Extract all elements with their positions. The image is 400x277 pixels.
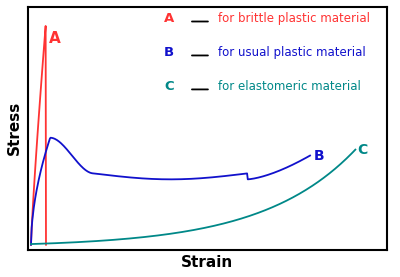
Text: B: B xyxy=(164,46,174,59)
Y-axis label: Stress: Stress xyxy=(7,101,22,155)
Text: A: A xyxy=(164,12,174,25)
X-axis label: Strain: Strain xyxy=(181,255,233,270)
Text: for brittle plastic material: for brittle plastic material xyxy=(218,12,370,25)
Text: A: A xyxy=(49,31,61,46)
Text: B: B xyxy=(314,148,324,163)
Text: for elastomeric material: for elastomeric material xyxy=(218,80,361,93)
Text: C: C xyxy=(164,80,174,93)
Text: C: C xyxy=(357,143,367,157)
Text: for usual plastic material: for usual plastic material xyxy=(218,46,366,59)
